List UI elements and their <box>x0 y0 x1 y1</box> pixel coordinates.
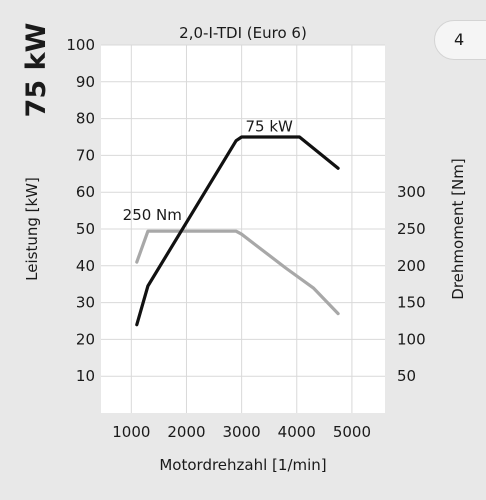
tick-label-right-250: 250 <box>397 220 426 238</box>
chart-title: 2,0-I-TDI (Euro 6) <box>179 24 307 42</box>
page-number-badge: 4 <box>434 20 486 60</box>
tick-label-right-150: 150 <box>397 294 426 312</box>
tick-label-right-100: 100 <box>397 330 426 348</box>
y-axis-title-left: Leistung [kW] <box>23 177 41 281</box>
left-axis-ticks: 10 20 30 40 50 60 70 80 90 100 <box>66 36 95 385</box>
tick-label-right-50: 50 <box>397 367 416 385</box>
tick-label-x-3000: 3000 <box>223 423 261 441</box>
annotations: 75 kW 250 Nm <box>123 117 293 223</box>
page-number: 4 <box>454 30 465 49</box>
tick-label-left-30: 30 <box>76 294 95 312</box>
x-axis-title: Motordrehzahl [1/min] <box>159 456 326 474</box>
torque-line <box>135 229 340 316</box>
tick-label-left-50: 50 <box>76 220 95 238</box>
tick-label-x-1000: 1000 <box>112 423 150 441</box>
right-axis-ticks: 50 100 150 200 250 300 <box>397 183 426 385</box>
tick-label-right-300: 300 <box>397 183 426 201</box>
tick-label-x-4000: 4000 <box>278 423 316 441</box>
tick-label-left-90: 90 <box>76 73 95 91</box>
annotation-0: 75 kW <box>246 117 294 135</box>
series-layer <box>135 135 340 327</box>
annotation-1: 250 Nm <box>123 206 182 224</box>
tick-label-left-70: 70 <box>76 146 95 164</box>
x-axis-ticks: 1000 2000 3000 4000 5000 <box>112 423 371 441</box>
tick-label-left-100: 100 <box>66 36 95 54</box>
tick-label-right-200: 200 <box>397 257 426 275</box>
tick-label-left-20: 20 <box>76 330 95 348</box>
tick-label-x-2000: 2000 <box>167 423 205 441</box>
tick-label-left-60: 60 <box>76 183 95 201</box>
side-title: 75 kW <box>21 23 52 118</box>
tick-label-left-40: 40 <box>76 257 95 275</box>
horizontal-gridlines <box>101 44 385 377</box>
tick-label-left-80: 80 <box>76 110 95 128</box>
tick-label-x-5000: 5000 <box>333 423 371 441</box>
power-line <box>135 135 340 327</box>
y-axis-title-right: Drehmoment [Nm] <box>449 158 467 299</box>
tick-label-left-10: 10 <box>76 367 95 385</box>
